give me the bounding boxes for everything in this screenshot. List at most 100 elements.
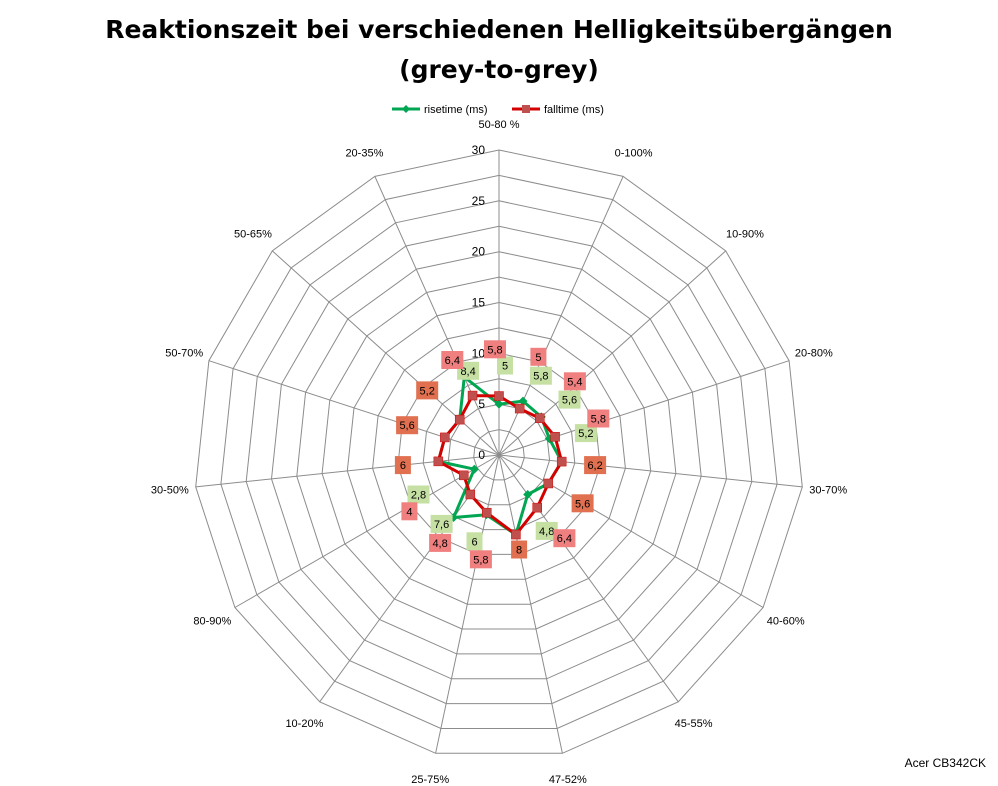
- category-label: 50-65%: [234, 229, 272, 241]
- legend-marker: [402, 105, 410, 113]
- radial-tick-label: 20: [472, 245, 486, 259]
- radial-tick-label: 15: [472, 296, 486, 310]
- data-label: 5,8: [591, 414, 606, 426]
- radial-tick-labels: 0 5 10 15 20 25 30: [472, 143, 486, 462]
- data-label-bg: [553, 529, 576, 548]
- series-point: [454, 414, 465, 425]
- grid-ring: [195, 149, 803, 754]
- data-label: 5,6: [399, 420, 414, 432]
- category-label: 20-80%: [795, 348, 833, 360]
- data-label-bg: [574, 424, 597, 443]
- series-point: [523, 489, 533, 499]
- grid-spoke: [498, 454, 563, 754]
- series-point: [467, 390, 478, 401]
- series-point: [459, 470, 469, 481]
- radial-tick-label: 5: [478, 397, 485, 411]
- data-label: 5,4: [567, 376, 582, 388]
- data-label-bg: [529, 366, 552, 385]
- series-line: [436, 394, 564, 537]
- data-label: 6: [400, 460, 406, 472]
- data-label-bg: [401, 502, 418, 521]
- series-point: [494, 391, 504, 401]
- category-label: 30-50%: [151, 485, 189, 497]
- data-label: 5: [502, 361, 508, 373]
- grid-spoke: [195, 454, 500, 488]
- chart-title-line-1: Reaktionszeit bei verschiedenen Helligke…: [105, 15, 893, 44]
- category-label: 25-75%: [411, 774, 449, 786]
- grid-spoke: [271, 250, 500, 456]
- data-label: 8,4: [460, 366, 475, 378]
- data-label-bg: [394, 456, 411, 475]
- data-label: 6,4: [557, 533, 572, 545]
- category-label: 0-100%: [615, 148, 653, 160]
- category-label: 30-70%: [809, 485, 847, 497]
- series-point: [481, 507, 492, 518]
- data-label-bg: [416, 381, 439, 400]
- legend-label: falltime (ms): [544, 104, 604, 116]
- series-point: [511, 529, 521, 540]
- grid-ring: [372, 327, 626, 580]
- grid-ring: [447, 403, 551, 506]
- grid-spoke: [498, 454, 764, 608]
- category-label: 47-52%: [549, 774, 587, 786]
- data-label-bg: [430, 514, 453, 533]
- category-label: 80-90%: [193, 616, 231, 628]
- data-label-bg: [469, 550, 492, 569]
- data-label: 8: [516, 545, 522, 557]
- radial-tick-label: 0: [478, 448, 485, 462]
- radial-tick-label: 25: [472, 194, 486, 208]
- series-layer: [433, 372, 567, 540]
- data-label: 6,2: [587, 460, 602, 472]
- data-label-bg: [584, 456, 607, 475]
- grid-ring: [270, 225, 728, 680]
- chart-title-line-2: (grey-to-grey): [399, 55, 599, 84]
- radar-grid: [195, 149, 803, 754]
- category-label: 10-90%: [726, 229, 764, 241]
- grid-ring: [346, 301, 652, 605]
- data-labels: 55,85,855,65,45,25,86,25,64,86,4865,87,6…: [394, 340, 610, 569]
- data-label: 5,2: [420, 385, 435, 397]
- grid-ring: [397, 352, 601, 555]
- series-point: [494, 399, 504, 409]
- data-label: 6: [471, 536, 477, 548]
- radial-tick-label: 30: [472, 143, 486, 157]
- grid-spoke: [374, 176, 500, 456]
- series-point: [514, 403, 525, 414]
- data-label: 5,8: [487, 344, 502, 356]
- data-label-bg: [535, 521, 558, 540]
- data-label: 5,2: [578, 428, 593, 440]
- series-point: [532, 502, 542, 513]
- data-label-bg: [511, 540, 528, 559]
- legend-label: risetime (ms): [424, 104, 488, 116]
- grid-ring: [220, 174, 778, 729]
- watermark: Acer CB342CK: [904, 756, 986, 770]
- grid-ring: [245, 200, 753, 705]
- data-label: 5,8: [473, 554, 488, 566]
- chart-title: Reaktionszeit bei verschiedenen Helligke…: [0, 10, 998, 90]
- grid-spoke: [498, 454, 803, 488]
- data-label: 4,8: [539, 526, 554, 538]
- grid-ring: [296, 251, 702, 655]
- category-label: 45-55%: [675, 718, 713, 730]
- series-point: [543, 478, 554, 489]
- data-label-bg: [429, 533, 452, 552]
- data-label: 5,6: [562, 395, 577, 407]
- grid-ring: [321, 276, 677, 630]
- data-label-bg: [484, 340, 506, 359]
- series-point: [465, 489, 476, 500]
- category-labels: 50-80 % 0-100% 10-90% 20-80% 30-70% 40-60% 45-…: [151, 119, 848, 786]
- series-point: [535, 413, 545, 424]
- legend: risetime (ms) falltime (ms): [392, 104, 604, 116]
- data-label: 5: [535, 352, 541, 364]
- series-point: [469, 464, 479, 474]
- data-label: 6,4: [445, 355, 460, 367]
- data-label: 2,8: [411, 490, 426, 502]
- category-label: 50-80 %: [479, 119, 520, 131]
- category-label: 20-35%: [345, 148, 383, 160]
- data-label: 5,8: [533, 371, 548, 383]
- category-label: 50-70%: [165, 348, 203, 360]
- data-label: 7,6: [434, 519, 449, 531]
- series-point: [440, 432, 450, 443]
- data-label-bg: [396, 416, 419, 435]
